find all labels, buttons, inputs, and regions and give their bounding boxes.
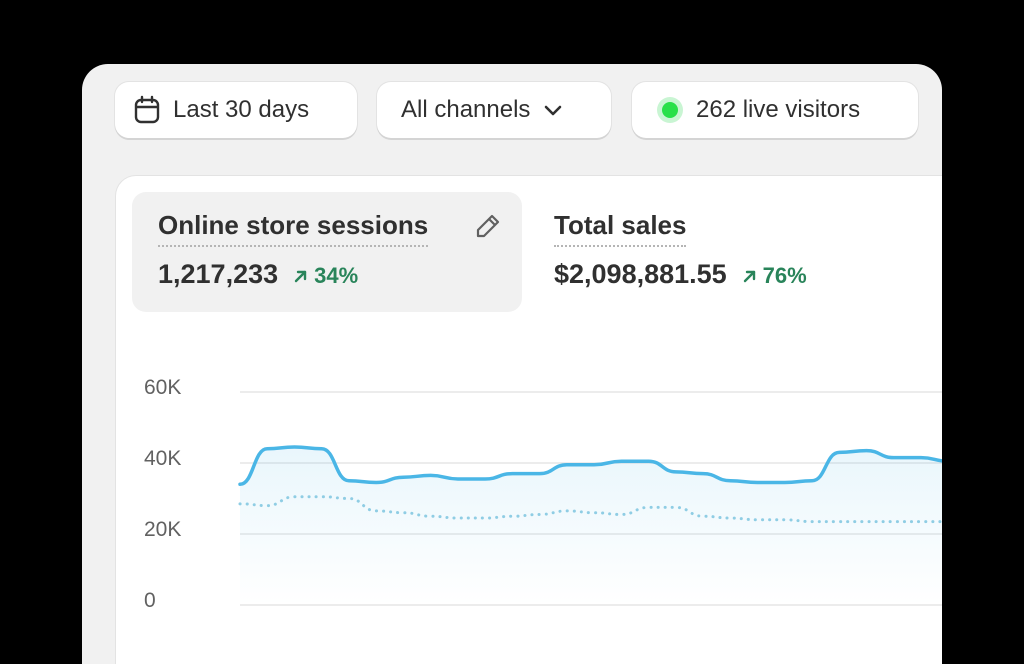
metric-value: $2,098,881.55 — [554, 259, 727, 289]
analytics-panel: Last 30 days All channels 262 live visit… — [82, 64, 942, 664]
calendar-icon — [134, 95, 160, 124]
chevron-down-icon — [545, 105, 562, 116]
metric-change-value: 76% — [762, 263, 807, 288]
metric-change-value: 34% — [314, 263, 359, 288]
metric-value: 1,217,233 — [158, 259, 279, 289]
y-tick-label: 0 — [144, 589, 156, 612]
metric-title: Total sales — [554, 210, 687, 247]
live-visitors-button[interactable]: 262 live visitors — [632, 82, 918, 138]
sessions-line-chart — [238, 391, 942, 606]
metric-change: 76% — [743, 263, 807, 289]
y-tick-label: 40K — [144, 447, 182, 470]
channel-select[interactable]: All channels — [377, 82, 611, 138]
live-visitors-label: 262 live visitors — [696, 96, 861, 123]
arrow-up-right-icon — [294, 270, 307, 283]
metric-change: 34% — [294, 263, 358, 289]
metric-tab-sessions[interactable]: Online store sessions 1,217,233 34% — [132, 192, 522, 312]
live-status-dot-icon — [657, 97, 683, 123]
date-range-label: Last 30 days — [173, 96, 310, 123]
y-tick-label: 60K — [144, 376, 182, 399]
series-area — [240, 447, 942, 605]
sessions-chart-card: Online store sessions 1,217,233 34% Tota… — [116, 176, 942, 664]
date-range-button[interactable]: Last 30 days — [115, 82, 357, 138]
channel-label: All channels — [401, 96, 531, 123]
comparison-series-line — [238, 495, 942, 524]
arrow-up-right-icon — [743, 270, 755, 283]
pencil-icon[interactable] — [474, 212, 502, 240]
y-tick-label: 20K — [144, 518, 182, 541]
metric-title: Online store sessions — [158, 210, 429, 247]
metric-tab-total-sales[interactable]: Total sales $2,098,881.55 76% — [528, 192, 908, 312]
current-series-line — [238, 445, 942, 487]
